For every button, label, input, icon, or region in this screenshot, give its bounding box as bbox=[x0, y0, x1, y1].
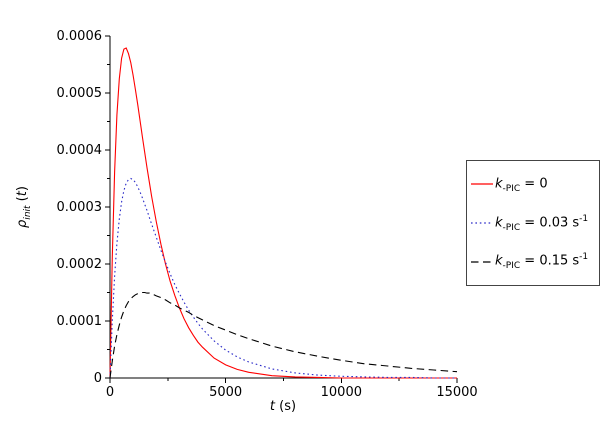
legend-var: k bbox=[495, 253, 503, 269]
legend-sub: -PIC bbox=[502, 183, 521, 194]
y-axis-label: ρinit (t) bbox=[15, 186, 33, 228]
legend-label: k-PIC = 0.03 s-1 bbox=[495, 214, 588, 233]
legend-var: k bbox=[495, 214, 503, 230]
series-line-0 bbox=[109, 47, 457, 379]
legend-box: k-PIC = 0 k-PIC = 0.03 s-1 k-PIC = 0.15 … bbox=[466, 160, 600, 286]
y-tick-label: 0.0004 bbox=[57, 143, 103, 158]
black-dashed-line-sample bbox=[471, 261, 493, 263]
series-line-2 bbox=[109, 291, 458, 379]
x-axis-label: t (s) bbox=[183, 399, 383, 414]
y-tick-label: 0 bbox=[94, 371, 102, 386]
legend-sup: -1 bbox=[579, 252, 589, 263]
legend-sub: -PIC bbox=[502, 222, 521, 233]
legend-label: k-PIC = 0 bbox=[495, 175, 548, 194]
x-tick-label: 0 bbox=[106, 385, 114, 400]
legend-entry: k-PIC = 0 bbox=[470, 165, 596, 203]
x-axis-unit: (s) bbox=[275, 399, 297, 414]
legend-sup: -1 bbox=[579, 213, 589, 224]
y-axis-paren-open: ( bbox=[15, 196, 31, 206]
blue-dotted-line-sample bbox=[471, 222, 493, 224]
y-tick-label: 0.0002 bbox=[57, 257, 103, 272]
legend-value: = 0 bbox=[520, 176, 548, 192]
legend-var: k bbox=[495, 176, 503, 192]
y-axis-subscript: init bbox=[22, 205, 33, 220]
red-solid-line-sample bbox=[471, 183, 493, 185]
x-tick-label: 10000 bbox=[321, 385, 362, 400]
legend-label: k-PIC = 0.15 s-1 bbox=[495, 252, 588, 271]
y-tick-label: 0.0005 bbox=[57, 86, 103, 101]
y-tick-label: 0.0001 bbox=[57, 314, 103, 329]
legend-sub: -PIC bbox=[502, 261, 521, 272]
y-axis-variable: t bbox=[15, 191, 31, 197]
series-line-1 bbox=[109, 177, 457, 379]
legend-entry: k-PIC = 0.03 s-1 bbox=[470, 204, 596, 242]
legend-entry: k-PIC = 0.15 s-1 bbox=[470, 243, 596, 281]
legend-value: = 0.15 s bbox=[520, 253, 580, 269]
y-axis-symbol: ρ bbox=[15, 219, 31, 228]
y-tick-label: 0.0006 bbox=[57, 29, 103, 44]
y-tick-label: 0.0003 bbox=[57, 200, 103, 215]
x-tick-label: 5000 bbox=[209, 385, 242, 400]
x-tick-label: 15000 bbox=[436, 385, 477, 400]
legend-value: = 0.03 s bbox=[520, 214, 580, 230]
y-axis-paren-close: ) bbox=[15, 186, 31, 192]
x-axis-variable: t bbox=[269, 399, 276, 414]
